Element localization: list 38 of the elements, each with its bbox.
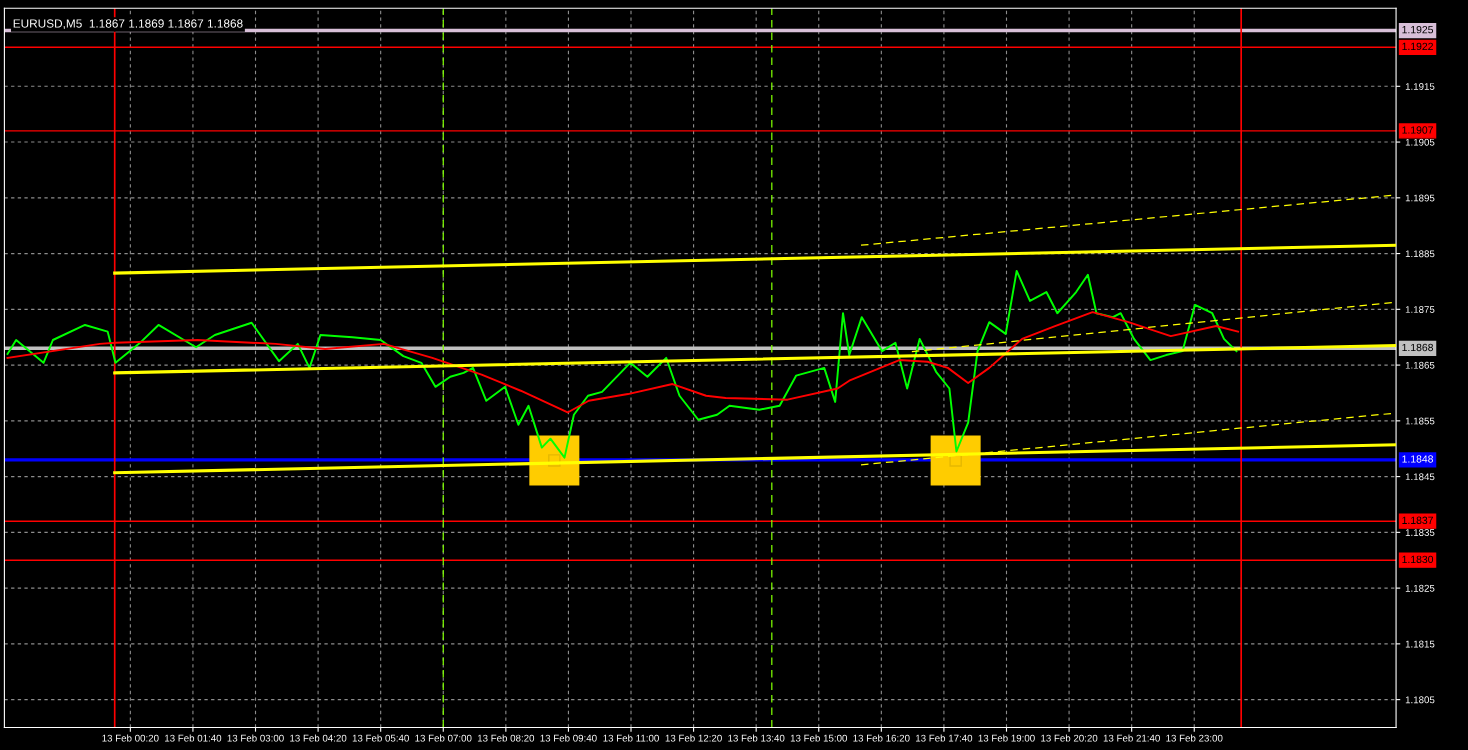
y-tick-label: 1.1835 xyxy=(1405,529,1435,536)
x-tick-label: 13 Feb 08:20 xyxy=(477,734,535,742)
y-tick-label: 1.1805 xyxy=(1405,696,1435,704)
x-tick-label: 13 Feb 09:40 xyxy=(540,734,597,742)
ref-line-label: 1.1868 xyxy=(1402,343,1434,352)
ref-line-label: 1.1848 xyxy=(1402,455,1434,463)
x-tick-label: 13 Feb 15:00 xyxy=(790,734,848,742)
x-tick-label: 13 Feb 00:20 xyxy=(102,734,159,742)
x-tick-label: 13 Feb 17:40 xyxy=(916,734,973,742)
ref-line-label: 1.1922 xyxy=(1402,42,1433,51)
y-tick-label: 1.1875 xyxy=(1405,306,1435,313)
y-tick-label: 1.1825 xyxy=(1405,584,1435,592)
x-tick-label: 13 Feb 01:40 xyxy=(165,734,222,742)
x-tick-label: 13 Feb 13:40 xyxy=(728,734,785,742)
ref-line-label: 1.1830 xyxy=(1402,555,1434,564)
ref-line-label: 1.1925 xyxy=(1402,25,1434,34)
x-tick-label: 13 Feb 16:20 xyxy=(853,734,910,742)
x-tick-label: 13 Feb 03:00 xyxy=(227,734,284,742)
x-tick-label: 13 Feb 07:00 xyxy=(415,734,472,742)
x-tick-label: 13 Feb 12:20 xyxy=(665,734,722,742)
y-tick-label: 1.1855 xyxy=(1405,417,1435,425)
ref-line-label: 1.1907 xyxy=(1402,126,1433,134)
ref-line-label: 1.1837 xyxy=(1402,516,1433,524)
x-tick-label: 13 Feb 23:00 xyxy=(1166,734,1223,742)
y-tick-label: 1.1865 xyxy=(1405,361,1435,369)
y-tick-label: 1.1905 xyxy=(1405,138,1435,146)
y-tick-label: 1.1845 xyxy=(1405,473,1435,481)
x-tick-label: 13 Feb 04:20 xyxy=(290,734,347,742)
y-tick-label: 1.1895 xyxy=(1405,194,1435,202)
y-tick-label: 1.1915 xyxy=(1405,83,1435,90)
y-tick-label: 1.1885 xyxy=(1405,250,1435,258)
y-tick-label: 1.1815 xyxy=(1405,640,1435,648)
x-tick-label: 13 Feb 20:20 xyxy=(1041,734,1098,742)
text: EURUSD,M5 1.1867 1.1869 1.1867 1.1868 xyxy=(13,19,243,30)
x-tick-label: 13 Feb 19:00 xyxy=(978,734,1035,742)
x-tick-label: 13 Feb 05:40 xyxy=(352,734,409,742)
x-tick-label: 13 Feb 21:40 xyxy=(1103,734,1160,742)
x-tick-label: 13 Feb 11:00 xyxy=(603,734,659,742)
